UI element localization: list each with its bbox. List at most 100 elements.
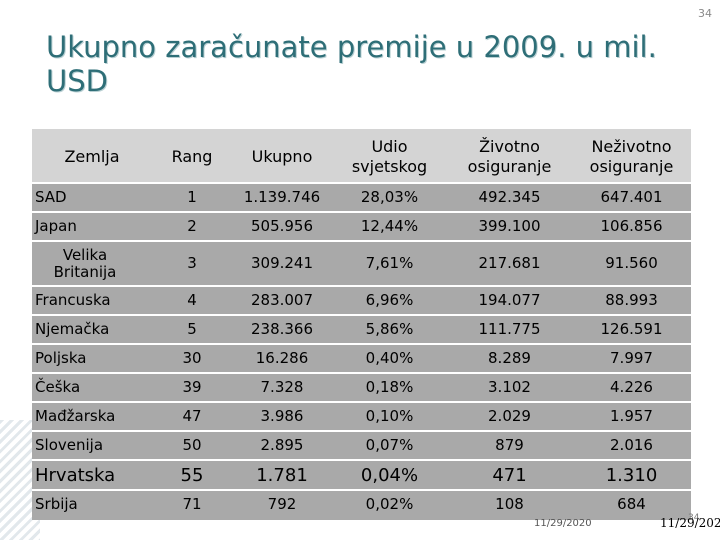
cell-ukupno: 7.328 [260, 378, 304, 396]
cell-rang: 55 [180, 464, 204, 486]
cell-zivotno: 2.029 [488, 407, 531, 425]
cell-rang: 2 [187, 217, 197, 235]
cell-nezivotno: 126.591 [600, 320, 663, 338]
row-separator [32, 285, 691, 287]
cell-nezivotno: 684 [617, 495, 646, 513]
footer-date-secondary: 11/29/2020 [660, 516, 720, 530]
cell-zivotno: 108 [495, 495, 524, 513]
table-row: Slovenija 50 2.895 0,07% 879 2.016 [32, 432, 691, 459]
cell-nezivotno: 88.993 [605, 291, 658, 309]
table-row: Velika Britanija 3 309.241 7,61% 217.681 91.5… [32, 242, 691, 285]
cell-zemlja: Srbija [35, 495, 78, 513]
row-separator [32, 211, 691, 213]
header-zemlja: Zemlja [64, 146, 120, 166]
cell-ukupno: 1.139.746 [243, 188, 321, 206]
slide-title: Ukupno zaračunate premije u 2009. u mil.… [46, 30, 657, 98]
cell-rang: 5 [187, 320, 197, 338]
cell-ukupno: 505.956 [250, 217, 314, 235]
cell-rang: 3 [187, 254, 197, 272]
cell-ukupno: 309.241 [250, 254, 314, 272]
row-separator [32, 401, 691, 403]
cell-zivotno: 194.077 [478, 291, 541, 309]
cell-udio: 0,02% [365, 495, 414, 513]
header-zivotno: Životno osiguranje [467, 136, 552, 176]
cell-udio: 0,18% [365, 378, 414, 396]
premiums-table: Zemlja Rang Ukupno Udio svjetskog Životn… [32, 129, 691, 520]
header-rang: Rang [171, 146, 213, 166]
row-separator [32, 240, 691, 242]
cell-udio: 7,61% [365, 254, 414, 272]
header-ukupno: Ukupno [251, 146, 313, 166]
header-udio: Udio svjetskog [351, 136, 428, 176]
table-header: Zemlja Rang Ukupno Udio svjetskog Životn… [32, 129, 691, 184]
table-row: Njemačka 5 238.366 5,86% 111.775 126.591 [32, 316, 691, 343]
cell-ukupno: 1.781 [256, 464, 308, 486]
cell-rang: 71 [182, 495, 202, 513]
cell-udio: 28,03% [360, 188, 419, 206]
cell-zemlja: Mađžarska [35, 407, 116, 425]
table-row: Poljska 30 16.286 0,40% 8.289 7.997 [32, 345, 691, 372]
cell-ukupno: 792 [267, 495, 297, 513]
cell-nezivotno: 4.226 [610, 378, 653, 396]
table-row: Češka 39 7.328 0,18% 3.102 4.226 [32, 374, 691, 401]
table-row: SAD 1 1.139.746 28,03% 492.345 647.401 [32, 184, 691, 211]
cell-ukupno: 238.366 [250, 320, 314, 338]
cell-zivotno: 111.775 [478, 320, 541, 338]
cell-udio: 0,40% [365, 349, 414, 367]
cell-nezivotno: 106.856 [600, 217, 663, 235]
cell-nezivotno: 2.016 [610, 436, 653, 454]
footer-date: 11/29/2020 [534, 518, 592, 529]
cell-rang: 4 [187, 291, 197, 309]
table-row: Hrvatska 55 1.781 0,04% 471 1.310 [32, 461, 691, 489]
cell-zivotno: 492.345 [478, 188, 541, 206]
cell-rang: 50 [182, 436, 202, 454]
row-separator [32, 182, 691, 184]
cell-zemlja: Slovenija [35, 436, 104, 454]
header-nezivotno: Neživotno osiguranje [589, 136, 674, 176]
cell-zemlja: SAD [35, 188, 67, 206]
cell-zivotno: 399.100 [478, 217, 541, 235]
cell-zemlja: Hrvatska [35, 464, 116, 486]
cell-ukupno: 283.007 [250, 291, 314, 309]
cell-udio: 5,86% [365, 320, 414, 338]
cell-nezivotno: 1.957 [610, 407, 653, 425]
row-separator [32, 430, 691, 432]
row-separator [32, 372, 691, 374]
cell-udio: 12,44% [360, 217, 419, 235]
table-row: Japan 2 505.956 12,44% 399.100 106.856 [32, 213, 691, 240]
cell-zemlja: Češka [35, 378, 81, 396]
cell-udio: 0,07% [365, 436, 414, 454]
cell-rang: 1 [187, 188, 197, 206]
cell-zivotno: 471 [492, 464, 527, 486]
table-row: Mađžarska 47 3.986 0,10% 2.029 1.957 [32, 403, 691, 430]
cell-zemlja: Japan [35, 217, 77, 235]
cell-nezivotno: 1.310 [605, 464, 658, 486]
cell-zivotno: 217.681 [478, 254, 541, 272]
footer-page-number: 34 [688, 513, 700, 523]
cell-zemlja: Njemačka [35, 320, 110, 338]
cell-udio: 0,04% [360, 464, 419, 486]
cell-ukupno: 2.895 [260, 436, 304, 454]
cell-nezivotno: 7.997 [610, 349, 653, 367]
cell-udio: 0,10% [365, 407, 414, 425]
cell-zemlja: Poljska [35, 349, 87, 367]
cell-zemlja: Francuska [35, 291, 111, 309]
table-row: Francuska 4 283.007 6,96% 194.077 88.993 [32, 287, 691, 314]
row-separator [32, 314, 691, 316]
cell-rang: 39 [182, 378, 202, 396]
cell-zemlja: Velika Britanija [53, 245, 117, 281]
table-row: Srbija 71 792 0,02% 108 684 [32, 491, 691, 518]
cell-zivotno: 3.102 [488, 378, 531, 396]
cell-udio: 6,96% [365, 291, 414, 309]
cell-rang: 47 [182, 407, 202, 425]
cell-nezivotno: 647.401 [600, 188, 663, 206]
cell-nezivotno: 91.560 [605, 254, 658, 272]
cell-zivotno: 879 [495, 436, 524, 454]
row-separator [32, 343, 691, 345]
cell-ukupno: 3.986 [260, 407, 304, 425]
row-separator [32, 489, 691, 491]
cell-ukupno: 16.286 [255, 349, 309, 367]
cell-zivotno: 8.289 [488, 349, 531, 367]
slide-number: 34 [698, 7, 712, 20]
row-separator [32, 459, 691, 461]
